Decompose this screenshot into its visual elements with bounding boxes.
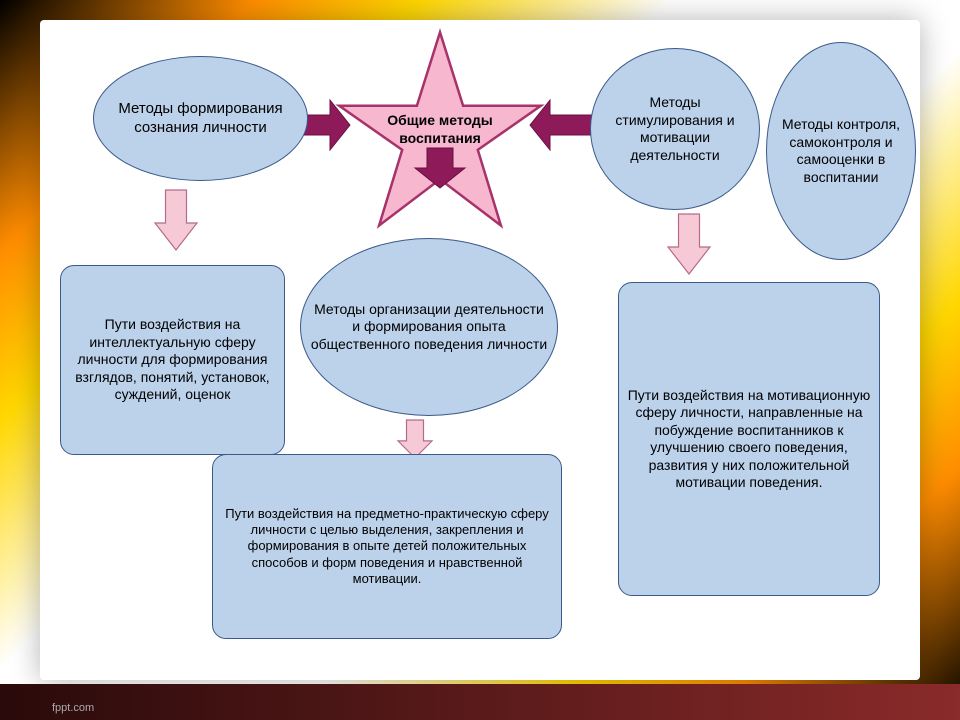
node-practical-sphere: Пути воздействия на предметно-практическ… xyxy=(212,454,562,639)
star-label: Общие методы воспитания xyxy=(385,111,495,147)
node-motivational-sphere: Пути воздействия на мотивационную сферу … xyxy=(618,282,880,596)
central-star: Общие методы воспитания xyxy=(335,26,545,236)
node-methods-organization: Методы организации деятельности и формир… xyxy=(300,238,558,416)
node-methods-consciousness: Методы формирования сознания личности xyxy=(93,56,308,181)
footer-logo: fppt.com xyxy=(52,702,94,714)
bottom-bar xyxy=(0,684,960,720)
node-methods-stimulation: Методы стимулирования и мотивации деятел… xyxy=(590,48,760,210)
node-methods-control: Методы контроля, самоконтроля и самооцен… xyxy=(766,42,916,260)
node-intellectual-sphere: Пути воздействия на интеллектуальную сфе… xyxy=(60,265,285,455)
